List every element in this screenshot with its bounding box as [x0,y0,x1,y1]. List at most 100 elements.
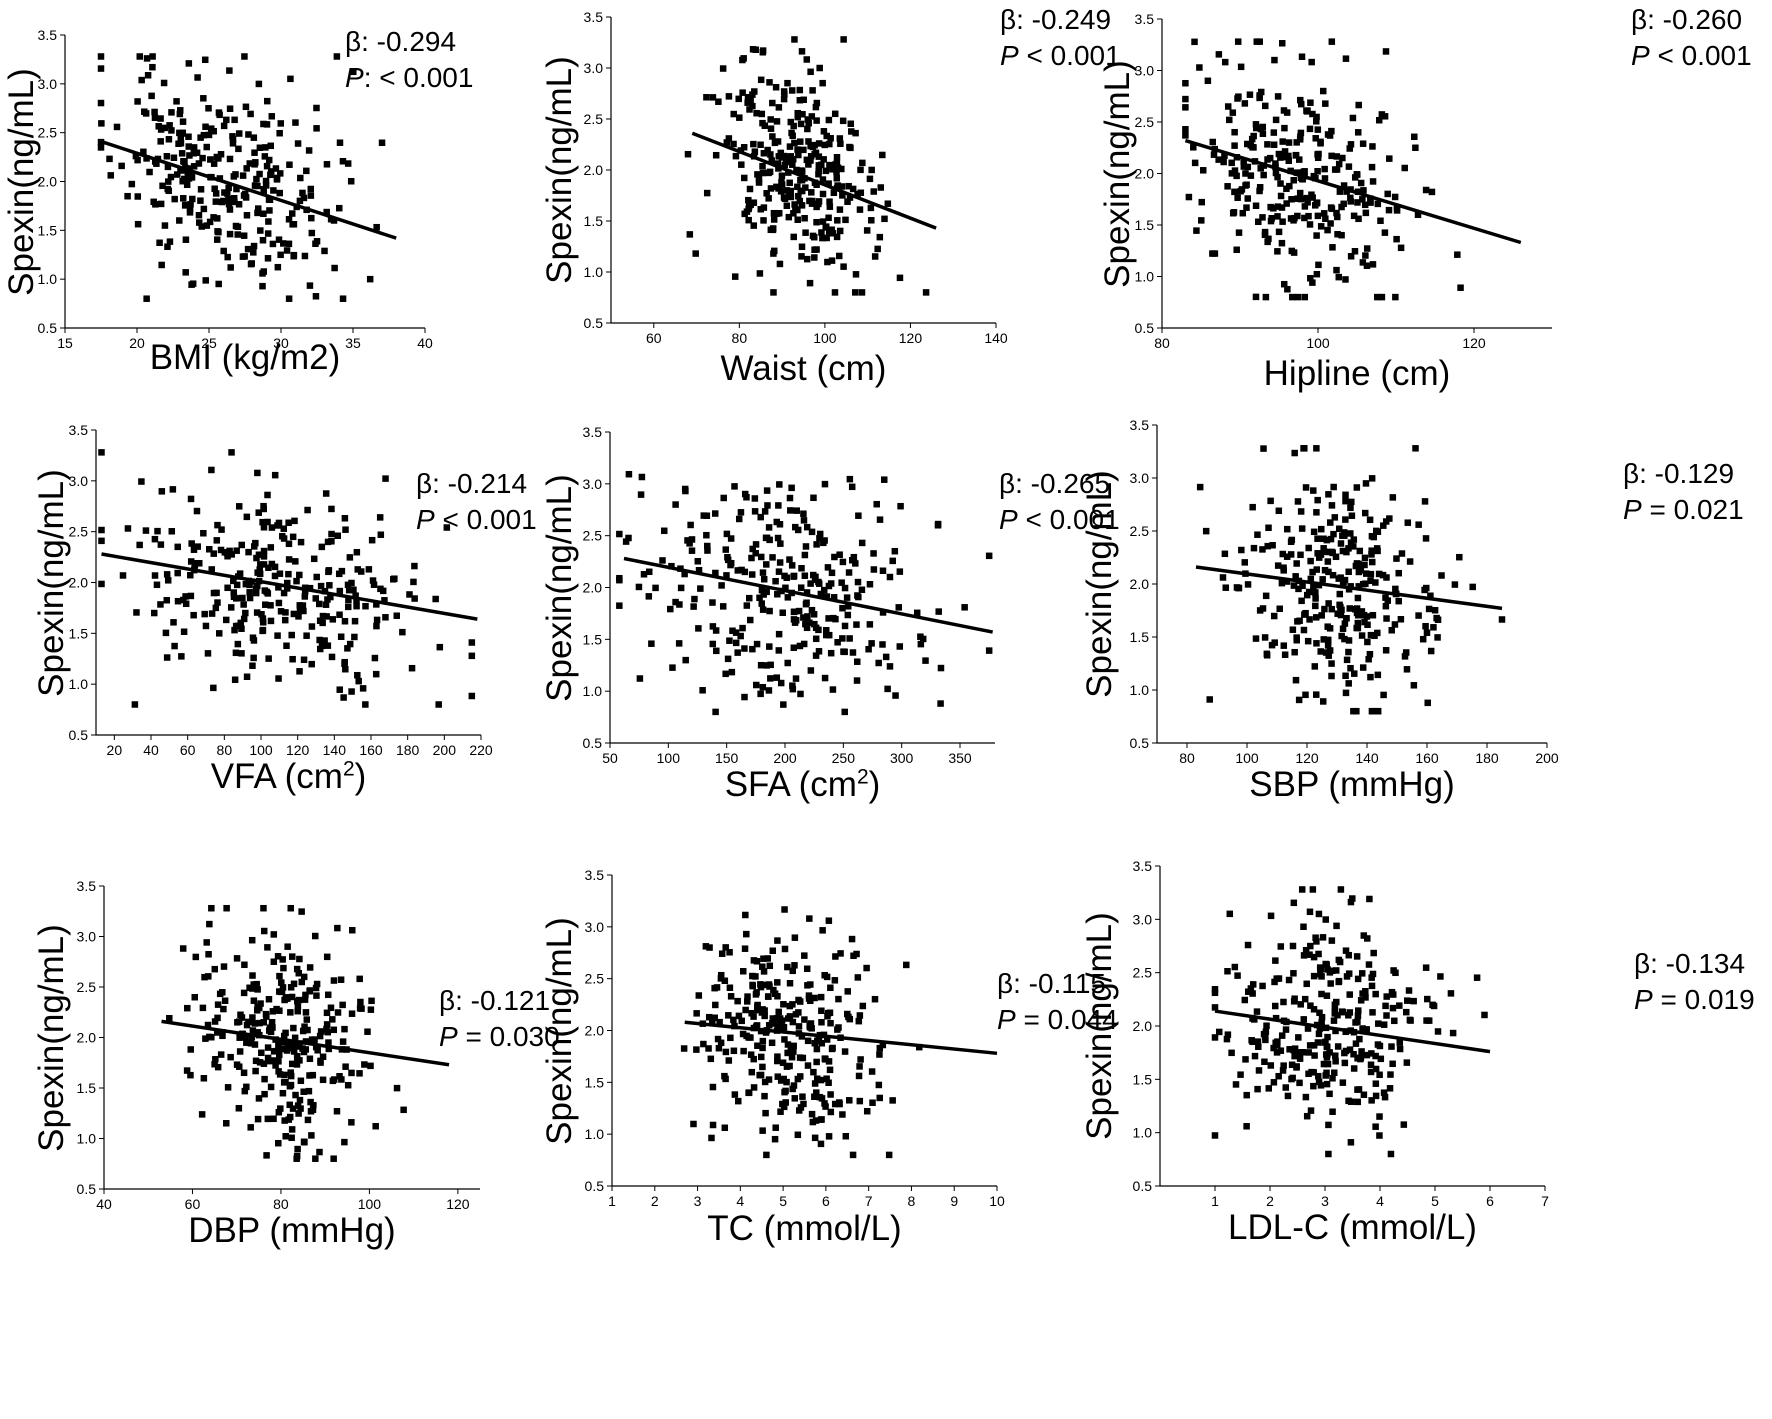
data-point [336,611,343,618]
data-point [825,116,833,124]
data-point [287,75,294,83]
data-point [1270,612,1278,620]
data-point [276,570,284,577]
data-point [682,487,689,495]
data-point [781,906,788,913]
data-point [1241,996,1249,1004]
data-point [1335,956,1343,964]
data-point [378,139,386,147]
data-point [1315,1078,1323,1086]
data-point [848,483,856,491]
data-point [272,1062,279,1069]
data-point [801,551,809,559]
data-point [1265,524,1272,532]
data-point [1391,193,1399,201]
data-point [344,160,352,167]
y-tick-label: 2.5 [77,979,97,995]
data-point [706,944,713,951]
data-point [1290,998,1298,1005]
data-point [842,1132,850,1140]
data-point [1382,1002,1389,1010]
data-point [1267,497,1274,505]
data-point [811,620,818,628]
data-point [808,1110,816,1118]
y-tick-label: 3.5 [585,867,605,883]
data-point [1369,143,1376,150]
data-point [1430,624,1437,631]
data-point [258,1049,265,1057]
data-point [1321,165,1328,173]
data-point [1257,165,1264,172]
data-point [1224,967,1231,975]
data-point [283,642,290,650]
data-point [317,1028,325,1035]
data-point [1255,218,1262,226]
data-point [835,995,842,1003]
beta-text: β: -0.134 [1634,948,1746,979]
data-point [1298,525,1306,532]
data-point [1328,672,1335,680]
data-point [1299,582,1306,590]
data-point [268,1018,276,1026]
data-point [254,569,261,576]
data-point [829,230,837,237]
data-point [306,964,314,971]
data-point [1291,1045,1299,1052]
data-point [1202,527,1210,535]
data-point [1190,144,1197,151]
data-point [797,176,804,184]
data-point [205,973,212,980]
data-point [324,538,332,546]
data-point [249,972,256,979]
data-point [264,1115,272,1123]
data-point [225,184,232,192]
data-point [107,172,115,179]
x-tick-label: 80 [273,1196,289,1212]
data-point [1290,582,1298,589]
x-tick-label: 140 [1355,750,1379,766]
data-point [312,595,320,602]
data-point [770,216,778,223]
data-point [774,1073,782,1080]
data-point [1428,188,1436,196]
data-point [868,217,875,224]
data-point [1297,508,1305,515]
data-point [341,658,348,666]
data-point [149,53,156,60]
data-point [849,649,857,656]
data-point [1332,1058,1339,1065]
data-point [828,569,836,577]
data-point [346,640,354,648]
data-point [223,904,230,912]
data-point [1325,1150,1332,1158]
data-point [772,83,780,91]
data-point [330,1155,337,1162]
data-point [749,91,756,98]
data-point [1306,125,1314,133]
data-point [622,538,630,545]
data-point [260,524,268,531]
data-point [759,1127,766,1134]
data-point [187,1071,194,1079]
data-point [725,1057,733,1064]
data-point [1368,982,1376,990]
data-point [214,521,221,529]
data-point [786,556,793,563]
data-point [739,624,746,632]
data-point [1278,1032,1286,1039]
data-point [769,1015,777,1022]
data-point [1255,1043,1262,1050]
data-point [812,1117,820,1124]
data-point [739,56,746,64]
data-point [767,125,775,132]
data-point [1328,937,1336,944]
data-point [1322,215,1329,222]
data-point [468,652,476,660]
data-point [721,977,729,985]
data-point [760,955,767,962]
data-point [881,215,888,223]
data-point [393,612,401,619]
data-point [1306,951,1313,958]
x-tick-label: 350 [948,750,972,766]
data-point [285,216,293,223]
